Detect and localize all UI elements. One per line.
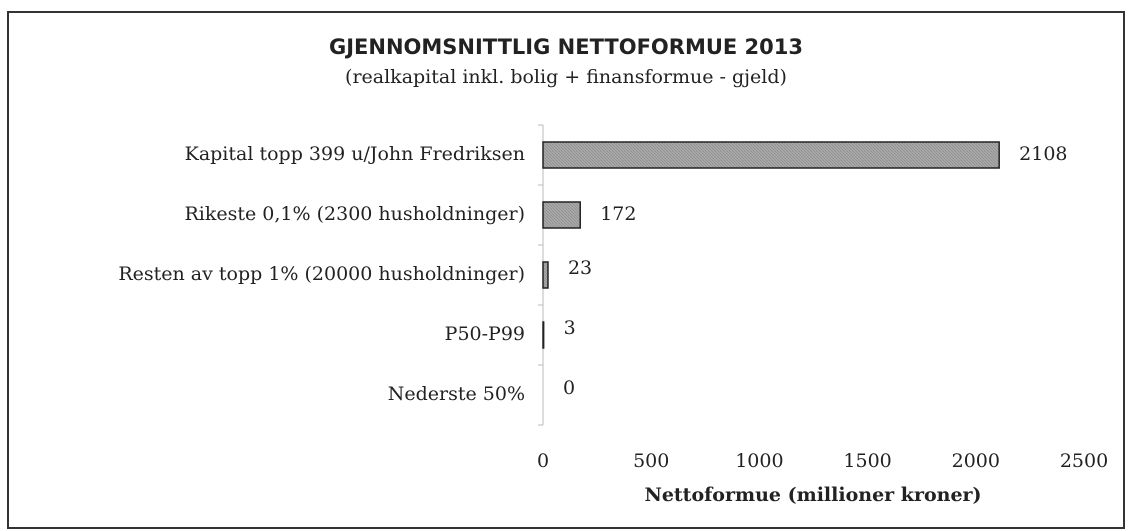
bar xyxy=(542,321,545,349)
x-tick-label: 2000 xyxy=(952,450,1000,472)
x-tick-label: 2500 xyxy=(1060,450,1108,472)
chart-title: GJENNOMSNITTLIG NETTOFORMUE 2013 xyxy=(329,35,803,59)
bar xyxy=(542,261,549,289)
chart-subtitle: (realkapital inkl. bolig + finansformue … xyxy=(345,66,787,88)
data-label: 23 xyxy=(568,257,592,279)
x-tick-label: 1500 xyxy=(843,450,891,472)
x-axis-label: Nettoformue (millioner kroner) xyxy=(644,484,981,506)
data-label: 2108 xyxy=(1019,143,1067,165)
data-label: 0 xyxy=(563,377,575,399)
x-tick-label: 1000 xyxy=(735,450,783,472)
data-label: 172 xyxy=(600,203,636,225)
bar xyxy=(542,141,1000,169)
y-tick-label: Kapital topp 399 u/John Fredriksen xyxy=(185,143,525,165)
data-label: 3 xyxy=(564,317,576,339)
y-tick-label: P50-P99 xyxy=(445,323,525,345)
bar xyxy=(542,201,581,229)
y-tick-label: Rikeste 0,1% (2300 husholdninger) xyxy=(184,203,525,225)
frame xyxy=(7,11,1125,529)
x-tick-label: 500 xyxy=(633,450,669,472)
y-tick-label: Nederste 50% xyxy=(388,383,525,405)
y-tick-label: Resten av topp 1% (20000 husholdninger) xyxy=(118,263,525,285)
x-tick-label: 0 xyxy=(537,450,549,472)
